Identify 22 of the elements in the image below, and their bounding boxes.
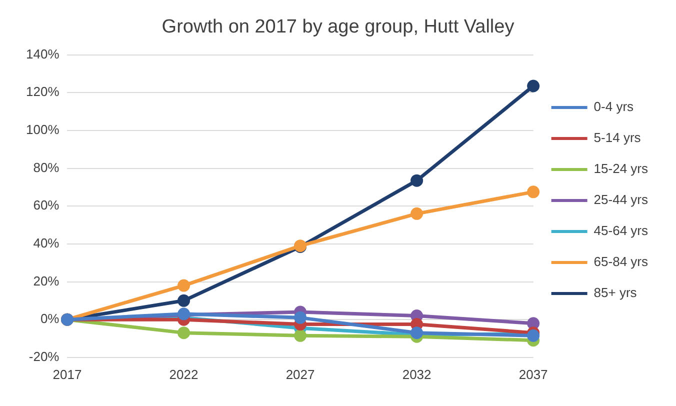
x-tick-label: 2022 (169, 366, 198, 382)
y-tick-label: 80% (33, 160, 60, 175)
legend-label: 25-44 yrs (594, 192, 648, 208)
y-tick-label: 60% (33, 198, 60, 213)
x-tick-label: 2017 (52, 366, 82, 382)
x-tick-label: 2032 (402, 366, 432, 382)
x-tick-label: 2027 (286, 366, 315, 382)
legend-label: 15-24 yrs (594, 161, 648, 176)
legend-label: 65-84 yrs (594, 254, 648, 270)
legend-label: 85+ yrs (594, 285, 638, 300)
y-tick-label: 0% (40, 311, 60, 326)
y-tick-label: 120% (26, 84, 60, 100)
legend-label: 5-14 yrs (594, 130, 642, 146)
y-tick-label: 40% (33, 236, 60, 251)
x-tick-label: 2037 (518, 366, 548, 382)
y-tick-label: 20% (33, 273, 60, 288)
chart-title: Growth on 2017 by age group, Hutt Valley (162, 16, 515, 38)
y-tick-label: 140% (26, 46, 60, 62)
legend-label: 45-64 yrs (594, 223, 648, 238)
y-tick-label: -20% (28, 348, 60, 364)
legend-label: 0-4 yrs (594, 99, 634, 114)
y-tick-label: 100% (26, 122, 60, 138)
